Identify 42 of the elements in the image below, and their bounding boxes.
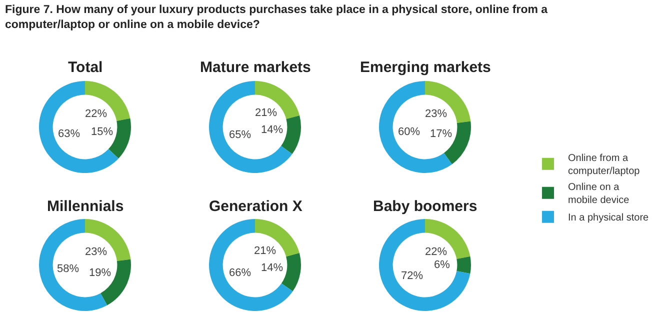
chart-title: Baby boomers [373, 198, 478, 215]
data-label: 15% [91, 126, 114, 138]
donut-slice [281, 252, 301, 292]
data-label: 17% [430, 128, 452, 140]
donut-slice [379, 81, 452, 173]
donut-slice [209, 81, 292, 173]
data-label: 60% [398, 126, 420, 138]
data-label: 22% [85, 108, 108, 120]
donut-slice [425, 81, 471, 123]
donut-slice [456, 256, 471, 274]
donut-slice [425, 219, 470, 259]
donut-slice [281, 116, 301, 154]
donut-slice [255, 81, 300, 119]
data-label: 72% [401, 270, 424, 282]
data-label: 14% [261, 124, 284, 136]
data-label: 58% [57, 263, 80, 275]
data-label: 21% [254, 245, 276, 257]
data-label: 6% [434, 259, 450, 271]
chart-title: Generation X [209, 198, 302, 215]
data-label: 23% [425, 108, 448, 120]
data-label: 66% [229, 267, 252, 279]
chart-title: Millennials [47, 198, 124, 215]
legend-label: In a physical store [568, 212, 650, 224]
data-label: 19% [89, 267, 112, 279]
data-label: 21% [255, 107, 278, 119]
donut-slice [85, 219, 131, 261]
text: Figure 7. How many of your luxury products purchases take place in a physical store, online from a computer/laptop or online on a mobile device? [5, 4, 548, 31]
donut-slice [39, 81, 119, 173]
donut-slice [379, 219, 470, 311]
data-label: 65% [229, 129, 252, 141]
data-label: 22% [425, 246, 448, 258]
donut-slice [209, 219, 293, 311]
donut-slice [255, 219, 300, 257]
chart-title: Total [68, 59, 103, 76]
data-label: 14% [261, 262, 284, 274]
data-label: 63% [58, 128, 80, 140]
legend-label: Online on a mobile device [568, 182, 630, 206]
chart-title: Emerging markets [360, 59, 491, 76]
donut-slice [85, 81, 130, 121]
legend-label: Online from a computer/laptop [568, 153, 640, 178]
data-label: 23% [85, 246, 108, 258]
chart-title: Mature markets [200, 59, 311, 76]
